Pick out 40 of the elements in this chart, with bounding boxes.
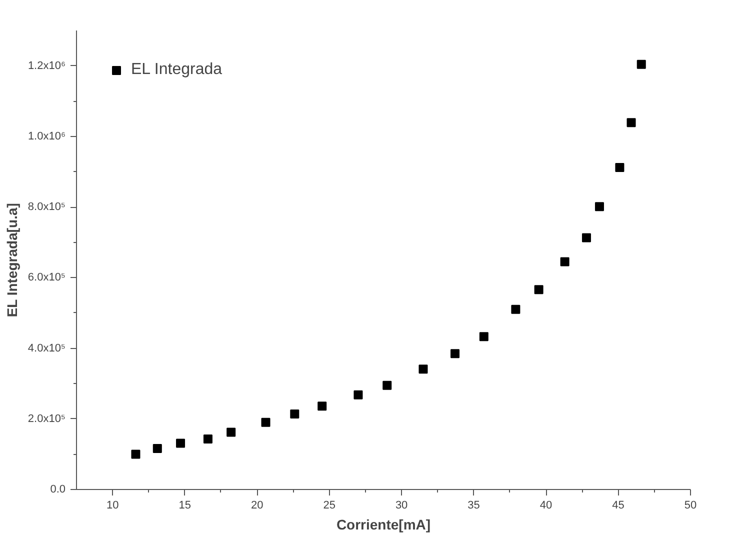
point — [176, 438, 186, 448]
x-tick-label: 20 — [250, 500, 264, 512]
y-tick-label: 0.0 — [50, 484, 66, 496]
x-tick-label: 15 — [178, 500, 191, 512]
point — [318, 402, 327, 411]
point — [479, 332, 488, 342]
point — [418, 364, 428, 374]
point — [152, 444, 162, 454]
point — [290, 409, 300, 418]
legend-label: EL Integrada — [131, 61, 222, 79]
x-axis-title: Corriente[mA] — [336, 516, 431, 532]
point — [382, 380, 392, 390]
y-tick-label: 1.0x10⁶ — [28, 130, 66, 142]
point — [511, 304, 520, 314]
y-tick-label: 6.0x10⁵ — [28, 272, 66, 284]
point — [594, 202, 604, 212]
x-tick-label: 30 — [395, 500, 408, 512]
point — [636, 60, 646, 69]
y-tick-label: 4.0x10⁵ — [28, 342, 66, 354]
point — [354, 390, 363, 400]
x-tick-label: 10 — [106, 500, 119, 512]
y-axis-title: EL Integrada[u.a] — [4, 203, 20, 318]
x-tick-label: 40 — [540, 500, 552, 512]
point — [534, 285, 544, 294]
point — [226, 428, 236, 437]
point — [203, 434, 212, 444]
y-tick-label: 8.0x10⁵ — [28, 201, 66, 214]
point — [560, 257, 570, 266]
point — [615, 162, 624, 172]
x-tick-label: 25 — [323, 500, 336, 512]
y-tick-label: 1.2x10⁶ — [28, 60, 66, 72]
y-tick-label: 2.0x10⁵ — [28, 412, 66, 425]
x-tick-label: 45 — [612, 500, 624, 512]
point — [261, 418, 270, 427]
point — [450, 349, 460, 358]
x-tick-label: 50 — [684, 500, 697, 512]
point — [131, 450, 140, 459]
point — [626, 118, 636, 128]
point — [582, 233, 591, 242]
x-tick-label: 35 — [468, 500, 480, 512]
